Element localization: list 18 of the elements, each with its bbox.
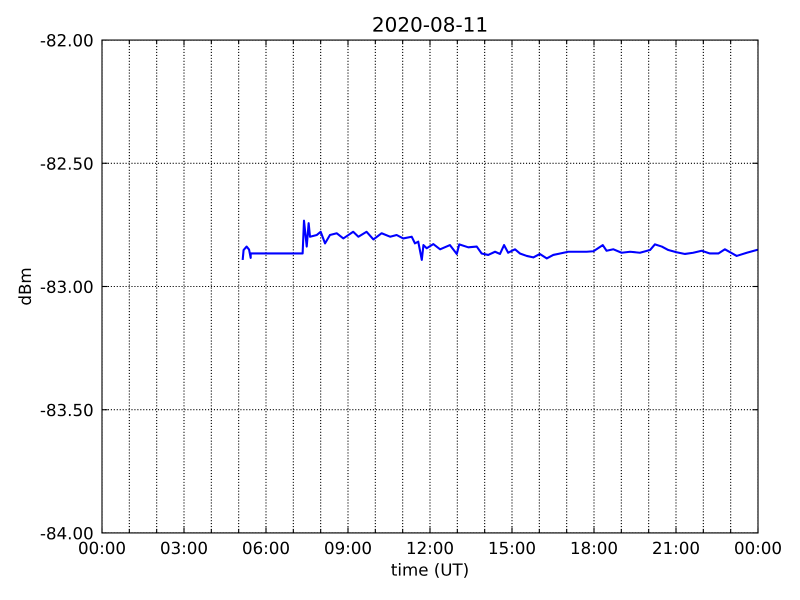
x-tick-label: 21:00: [653, 542, 699, 554]
chart-title: 2020-08-11: [373, 16, 486, 32]
x-tick-label: 15:00: [490, 542, 535, 554]
y-tick-label: -84.00: [40, 526, 93, 540]
x-tick-label: 06:00: [243, 542, 289, 554]
x-tick-label: 03:00: [161, 542, 207, 554]
x-tick-label: 12:00: [408, 542, 453, 554]
x-axis-title: time (UT): [391, 563, 468, 578]
x-tick-label: 00:00: [79, 542, 125, 554]
y-tick-label: -83.00: [40, 280, 93, 294]
line-series: [242, 220, 758, 261]
y-tick-label: -83.50: [40, 404, 93, 416]
y-axis-title: dBm: [18, 268, 32, 305]
x-tick-label: 18:00: [572, 542, 617, 554]
y-tick-label: -82.00: [40, 34, 93, 47]
x-tick-label: 09:00: [325, 542, 371, 554]
y-tick-label: -82.50: [40, 157, 93, 170]
x-tick-label: 00:00: [735, 542, 781, 554]
